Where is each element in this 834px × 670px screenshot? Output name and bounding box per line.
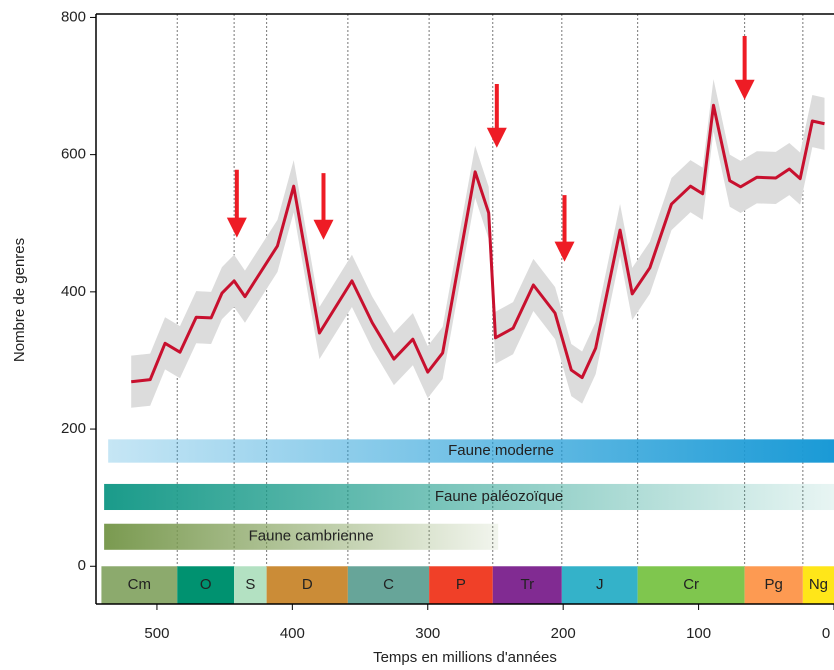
- period-label: Cm: [128, 576, 151, 593]
- period-label: Cr: [683, 576, 699, 593]
- y-axis-label: Nombre de genres: [11, 238, 28, 362]
- y-tick-label: 600: [61, 146, 86, 163]
- fauna-label: Faune moderne: [448, 442, 554, 459]
- period-label: C: [383, 576, 394, 593]
- x-tick-label: 200: [551, 625, 576, 642]
- period-label: Tr: [520, 576, 534, 593]
- period-label: Ng: [809, 576, 828, 593]
- x-axis-label: Temps en millions d'années: [373, 649, 557, 666]
- x-tick-label: 300: [415, 625, 440, 642]
- fauna-label: Faune paléozoïque: [435, 488, 563, 505]
- period-label: J: [596, 576, 604, 593]
- extinction-arrow: [487, 84, 507, 148]
- arrow-head: [555, 242, 575, 262]
- arrow-head: [313, 220, 333, 240]
- period-label: D: [302, 576, 313, 593]
- x-tick-label: 500: [144, 625, 169, 642]
- uncertainty-band: [131, 79, 824, 408]
- extinction-arrow: [227, 170, 247, 238]
- x-tick-label: 0: [822, 625, 830, 642]
- period-label: O: [200, 576, 212, 593]
- y-tick-label: 400: [61, 283, 86, 300]
- arrow-head: [227, 218, 247, 238]
- x-tick-label: 400: [280, 625, 305, 642]
- arrow-head: [735, 80, 755, 100]
- extinction-arrow: [735, 36, 755, 100]
- period-label: S: [245, 576, 255, 593]
- chart: Nombre de genres Temps en millions d'ann…: [0, 0, 834, 670]
- period-label: Pg: [765, 576, 783, 593]
- y-tick-label: 0: [78, 557, 86, 574]
- y-tick-label: 200: [61, 420, 86, 437]
- x-tick-label: 100: [686, 625, 711, 642]
- y-tick-label: 800: [61, 8, 86, 25]
- arrow-head: [487, 128, 507, 148]
- extinction-arrow: [313, 173, 333, 240]
- period-label: P: [456, 576, 466, 593]
- extinction-arrow: [555, 195, 575, 262]
- fauna-label: Faune cambrienne: [249, 528, 374, 545]
